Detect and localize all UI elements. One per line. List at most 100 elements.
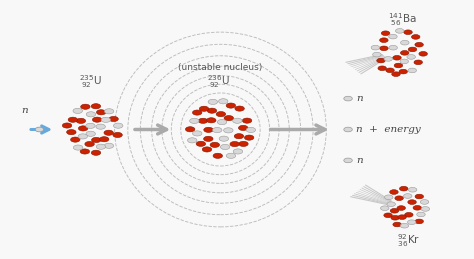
Circle shape — [401, 51, 409, 55]
Circle shape — [386, 68, 394, 73]
Circle shape — [419, 52, 428, 56]
Circle shape — [104, 143, 114, 148]
Circle shape — [86, 112, 96, 117]
Circle shape — [408, 220, 416, 225]
Circle shape — [414, 60, 422, 65]
Circle shape — [68, 117, 78, 122]
Circle shape — [399, 69, 408, 74]
Circle shape — [233, 118, 242, 123]
Circle shape — [393, 222, 401, 227]
Circle shape — [91, 150, 101, 155]
Circle shape — [380, 46, 388, 51]
Circle shape — [409, 188, 417, 192]
Circle shape — [92, 117, 102, 122]
Circle shape — [96, 124, 105, 129]
Circle shape — [415, 219, 423, 224]
Circle shape — [101, 117, 110, 123]
Circle shape — [384, 56, 392, 61]
Circle shape — [208, 99, 218, 104]
Circle shape — [411, 35, 420, 39]
Circle shape — [86, 123, 95, 128]
Circle shape — [391, 215, 400, 220]
Circle shape — [67, 130, 76, 135]
Circle shape — [198, 118, 208, 123]
Circle shape — [63, 123, 72, 128]
Circle shape — [394, 63, 403, 68]
Circle shape — [196, 141, 206, 146]
Circle shape — [415, 194, 424, 199]
Text: $^{235}_{\ 92}$U: $^{235}_{\ 92}$U — [79, 74, 102, 90]
Circle shape — [192, 110, 202, 115]
Circle shape — [398, 215, 406, 219]
Circle shape — [188, 138, 197, 143]
Circle shape — [238, 125, 248, 131]
Circle shape — [230, 141, 239, 147]
Circle shape — [35, 127, 44, 132]
Circle shape — [392, 72, 400, 76]
Circle shape — [113, 123, 123, 128]
Circle shape — [404, 30, 412, 34]
Circle shape — [207, 118, 216, 123]
Circle shape — [384, 213, 392, 218]
Circle shape — [235, 106, 244, 111]
Circle shape — [104, 109, 114, 114]
Circle shape — [400, 59, 409, 64]
Circle shape — [400, 224, 409, 228]
Circle shape — [76, 118, 86, 124]
Circle shape — [384, 195, 393, 200]
Circle shape — [204, 127, 213, 132]
Circle shape — [96, 110, 106, 115]
Circle shape — [86, 131, 95, 136]
Circle shape — [242, 118, 252, 123]
Circle shape — [344, 96, 352, 101]
Circle shape — [415, 42, 423, 47]
Circle shape — [91, 104, 100, 109]
Circle shape — [417, 212, 425, 217]
Circle shape — [212, 127, 222, 133]
Circle shape — [85, 141, 94, 147]
Circle shape — [202, 147, 212, 152]
Circle shape — [192, 131, 202, 136]
Circle shape — [378, 66, 386, 70]
Circle shape — [389, 34, 397, 39]
Circle shape — [389, 45, 397, 50]
Circle shape — [96, 144, 106, 149]
Circle shape — [373, 52, 381, 57]
Circle shape — [395, 196, 403, 200]
Circle shape — [371, 45, 380, 50]
Text: $^{\ 92}_{\ 36}$Kr: $^{\ 92}_{\ 36}$Kr — [394, 232, 420, 249]
Text: n: n — [21, 106, 27, 115]
Circle shape — [78, 126, 88, 131]
Circle shape — [387, 202, 395, 206]
Circle shape — [420, 200, 429, 204]
Circle shape — [233, 149, 243, 154]
Circle shape — [395, 28, 404, 33]
Circle shape — [224, 128, 233, 133]
Circle shape — [407, 55, 415, 59]
Circle shape — [226, 153, 236, 158]
Circle shape — [104, 130, 113, 135]
Circle shape — [413, 205, 421, 210]
Circle shape — [91, 137, 101, 142]
Circle shape — [73, 145, 83, 150]
Circle shape — [224, 116, 234, 121]
Circle shape — [204, 136, 213, 141]
Circle shape — [239, 141, 248, 147]
Circle shape — [226, 103, 236, 108]
Circle shape — [421, 207, 429, 211]
Circle shape — [381, 31, 390, 35]
Circle shape — [408, 47, 417, 52]
Circle shape — [213, 153, 222, 159]
Text: n: n — [356, 94, 363, 103]
Circle shape — [220, 145, 230, 149]
Circle shape — [71, 137, 80, 142]
Circle shape — [390, 190, 398, 194]
Text: $^{236}_{\ 92}$U: $^{236}_{\ 92}$U — [207, 74, 229, 90]
Text: n: n — [356, 156, 363, 165]
Circle shape — [207, 108, 217, 113]
Circle shape — [199, 106, 209, 111]
Text: n  +  energy: n + energy — [356, 125, 421, 134]
Circle shape — [344, 127, 352, 132]
Circle shape — [210, 142, 219, 147]
Circle shape — [190, 118, 199, 124]
